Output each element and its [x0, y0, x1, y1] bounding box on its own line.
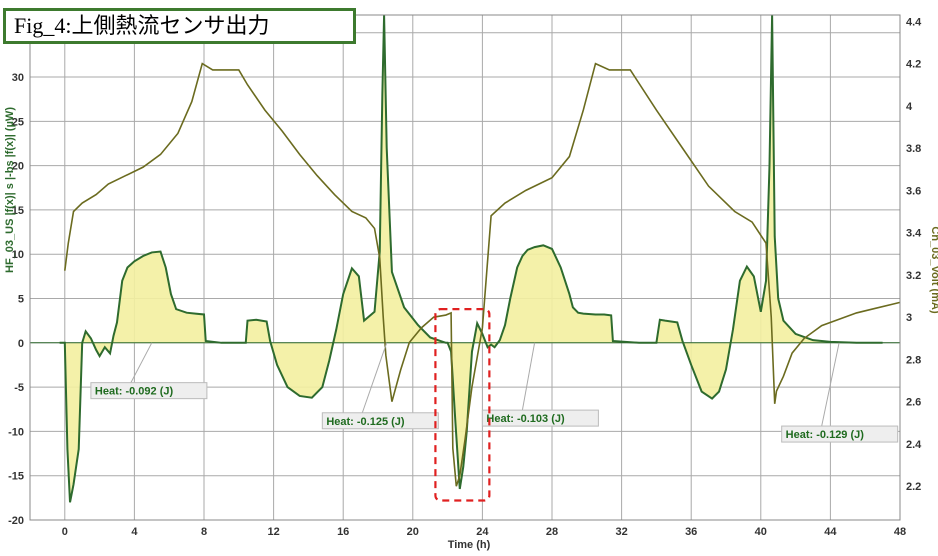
annotation-leader — [361, 342, 388, 413]
y2-tick-label: 2.8 — [906, 354, 921, 366]
y-tick-label: -5 — [14, 382, 24, 394]
heat-flow-fill — [59, 15, 883, 503]
plot-border — [29, 14, 901, 521]
y2-tick-label: 4 — [906, 101, 913, 113]
figure-title: Fig_4:上側熱流センサ出力 — [3, 8, 356, 44]
y-tick-label: -20 — [8, 515, 24, 527]
y2-tick-label: 3.6 — [906, 185, 921, 197]
y2-tick-label: 3 — [906, 312, 912, 324]
y-tick-label: 5 — [18, 294, 24, 306]
x-tick-label: 44 — [824, 526, 837, 538]
x-tick-label: 36 — [685, 526, 697, 538]
heat-annotation-label: Heat: -0.103 (J) — [486, 413, 565, 425]
x-tick-label: 4 — [131, 526, 138, 538]
heat-annotation-label: Heat: -0.129 (J) — [786, 429, 865, 441]
annotation-box — [321, 412, 439, 430]
x-tick-label: 20 — [407, 526, 419, 538]
x-tick-label: 8 — [201, 526, 207, 538]
y-tick-label: -10 — [8, 426, 24, 438]
x-tick-label: 16 — [337, 526, 349, 538]
heat-annotations: Heat: -0.092 (J) Heat: -0.125 (J) Heat: -0… — [90, 342, 899, 443]
series-lines — [59, 14, 901, 503]
y-axis-label: HF_03_US |f(x)| s |-bs |f(x)| (µW) — [4, 107, 16, 273]
y2-tick-label: 3.2 — [906, 270, 921, 282]
y2-axis-ticks: 4.4 4.2 4 3.8 3.6 3.4 3.2 3 2.8 2.6 2.4 2.2 — [906, 16, 922, 493]
y-tick-label: 10 — [12, 249, 24, 261]
heat-annotation-label: Heat: -0.092 (J) — [95, 386, 174, 398]
voltage-line — [64, 62, 901, 487]
y2-tick-label: 2.4 — [906, 439, 922, 451]
x-axis-ticks: 0 4 8 12 16 20 24 28 32 36 40 44 48 — [62, 526, 906, 538]
x-tick-label: 48 — [894, 526, 906, 538]
x-tick-label: 24 — [476, 526, 489, 538]
y2-axis-label: Ch_03_Volt (mA) — [929, 226, 938, 314]
x-tick-label: 28 — [546, 526, 558, 538]
x-tick-label: 0 — [62, 526, 68, 538]
y2-tick-label: 3.4 — [906, 228, 922, 240]
annotation-box — [481, 409, 599, 427]
y-axis-ticks: 35302520151050-5-10-15-20 — [8, 28, 24, 527]
x-tick-label: 12 — [267, 526, 279, 538]
y2-tick-label: 4.4 — [906, 16, 922, 28]
heat-annotation-label: Heat: -0.125 (J) — [326, 416, 405, 428]
y-tick-label: 25 — [12, 116, 24, 128]
y2-tick-label: 3.8 — [906, 143, 921, 155]
annotation-box — [781, 425, 899, 443]
y-tick-label: 0 — [18, 338, 24, 350]
x-axis-label: Time (h) — [448, 539, 491, 551]
plot-frame — [29, 14, 901, 521]
x-tick-label: 32 — [615, 526, 627, 538]
annotation-box — [90, 382, 208, 400]
y-tick-label: -15 — [8, 471, 24, 483]
y2-tick-label: 2.2 — [906, 481, 921, 493]
annotation-leader — [521, 342, 536, 411]
annotation-leader — [130, 342, 153, 383]
x-tick-label: 40 — [755, 526, 767, 538]
y-tick-label: 20 — [12, 161, 24, 173]
annotation-leader — [821, 342, 840, 427]
y2-tick-label: 4.2 — [906, 59, 921, 71]
heat-flow-line — [59, 14, 883, 503]
y2-tick-label: 2.6 — [906, 397, 921, 409]
heat-fill-areas — [30, 15, 900, 503]
y-tick-label: 15 — [12, 205, 24, 217]
y-tick-label: 30 — [12, 72, 24, 84]
